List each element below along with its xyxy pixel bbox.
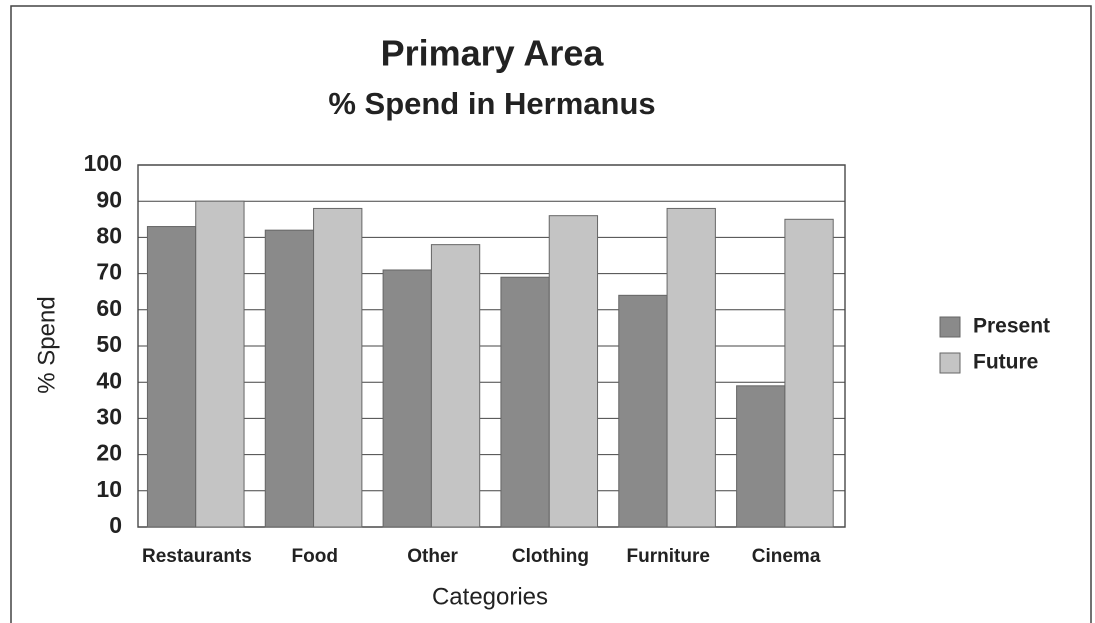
chart-subtitle: % Spend in Hermanus: [328, 86, 655, 121]
bar: [736, 385, 786, 528]
x-axis-label: Categories: [432, 583, 548, 610]
legend-swatch: [939, 352, 961, 374]
x-tick-label: Restaurants: [142, 546, 252, 567]
bar: [382, 269, 432, 528]
x-tick-label: Other: [407, 546, 458, 567]
bar: [618, 294, 668, 528]
y-tick-label: 70: [96, 259, 122, 285]
x-tick-label: Food: [292, 546, 338, 567]
bar: [264, 229, 315, 528]
y-tick-label: 80: [96, 222, 122, 248]
y-tick-label: 0: [109, 512, 122, 538]
bar: [666, 207, 716, 528]
y-axis-label: % Spend: [33, 296, 60, 393]
bar: [500, 276, 550, 528]
bar: [430, 244, 481, 528]
x-tick-label: Furniture: [627, 546, 710, 567]
x-tick-label: Cinema: [752, 546, 821, 567]
y-tick-label: 40: [96, 367, 122, 393]
bar: [146, 226, 197, 528]
y-tick-label: 20: [96, 440, 122, 466]
y-tick-label: 90: [96, 186, 122, 212]
y-tick-label: 50: [96, 331, 122, 357]
legend-label: Future: [973, 351, 1038, 374]
legend-label: Present: [973, 315, 1050, 338]
bar: [548, 215, 599, 528]
x-tick-label: Clothing: [512, 546, 589, 567]
bar: [313, 207, 363, 528]
y-tick-label: 30: [96, 403, 122, 429]
y-tick-label: 10: [96, 476, 122, 502]
chart-title: Primary Area: [381, 33, 605, 74]
y-tick-label: 60: [96, 295, 122, 321]
bar: [784, 218, 834, 528]
legend-swatch: [939, 316, 961, 338]
y-tick-label: 100: [84, 150, 122, 176]
bar: [195, 200, 245, 528]
